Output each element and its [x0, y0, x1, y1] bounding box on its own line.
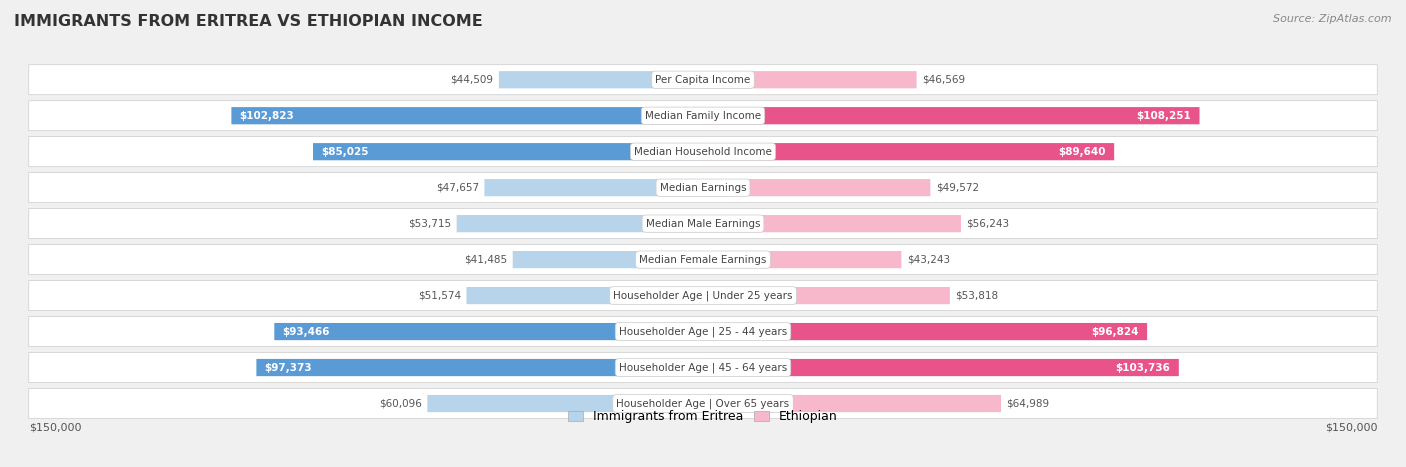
Text: $96,824: $96,824: [1091, 326, 1139, 337]
Text: $89,640: $89,640: [1059, 147, 1107, 157]
Text: Per Capita Income: Per Capita Income: [655, 75, 751, 85]
Text: Median Earnings: Median Earnings: [659, 183, 747, 193]
FancyBboxPatch shape: [485, 179, 703, 196]
Text: Householder Age | Under 25 years: Householder Age | Under 25 years: [613, 290, 793, 301]
Text: $103,736: $103,736: [1116, 362, 1171, 373]
FancyBboxPatch shape: [28, 281, 1378, 311]
Text: $43,243: $43,243: [907, 255, 950, 265]
Text: Median Household Income: Median Household Income: [634, 147, 772, 157]
FancyBboxPatch shape: [703, 359, 1178, 376]
FancyBboxPatch shape: [28, 389, 1378, 418]
FancyBboxPatch shape: [28, 173, 1378, 203]
Text: $108,251: $108,251: [1136, 111, 1191, 120]
Text: $47,657: $47,657: [436, 183, 479, 193]
FancyBboxPatch shape: [467, 287, 703, 304]
Text: Median Family Income: Median Family Income: [645, 111, 761, 120]
FancyBboxPatch shape: [28, 353, 1378, 382]
FancyBboxPatch shape: [274, 323, 703, 340]
Text: Median Male Earnings: Median Male Earnings: [645, 219, 761, 229]
Text: $85,025: $85,025: [322, 147, 368, 157]
FancyBboxPatch shape: [703, 251, 901, 268]
FancyBboxPatch shape: [314, 143, 703, 160]
Text: $44,509: $44,509: [450, 75, 494, 85]
Text: Householder Age | 45 - 64 years: Householder Age | 45 - 64 years: [619, 362, 787, 373]
Text: $150,000: $150,000: [28, 423, 82, 433]
FancyBboxPatch shape: [256, 359, 703, 376]
FancyBboxPatch shape: [28, 209, 1378, 239]
FancyBboxPatch shape: [28, 101, 1378, 131]
FancyBboxPatch shape: [703, 71, 917, 88]
Text: Householder Age | Over 65 years: Householder Age | Over 65 years: [616, 398, 790, 409]
FancyBboxPatch shape: [28, 137, 1378, 167]
FancyBboxPatch shape: [28, 245, 1378, 275]
FancyBboxPatch shape: [232, 107, 703, 124]
Text: Source: ZipAtlas.com: Source: ZipAtlas.com: [1274, 14, 1392, 24]
Text: $53,818: $53,818: [955, 290, 998, 301]
FancyBboxPatch shape: [703, 143, 1114, 160]
FancyBboxPatch shape: [28, 65, 1378, 95]
Text: $64,989: $64,989: [1007, 398, 1050, 409]
Text: $60,096: $60,096: [380, 398, 422, 409]
FancyBboxPatch shape: [703, 179, 931, 196]
Text: $150,000: $150,000: [1324, 423, 1378, 433]
FancyBboxPatch shape: [703, 107, 1199, 124]
Text: Median Female Earnings: Median Female Earnings: [640, 255, 766, 265]
FancyBboxPatch shape: [457, 215, 703, 232]
FancyBboxPatch shape: [499, 71, 703, 88]
FancyBboxPatch shape: [513, 251, 703, 268]
FancyBboxPatch shape: [703, 395, 1001, 412]
Text: $53,715: $53,715: [408, 219, 451, 229]
Text: $46,569: $46,569: [922, 75, 966, 85]
FancyBboxPatch shape: [703, 287, 950, 304]
Text: $97,373: $97,373: [264, 362, 312, 373]
FancyBboxPatch shape: [28, 317, 1378, 347]
FancyBboxPatch shape: [703, 215, 960, 232]
Text: $102,823: $102,823: [239, 111, 294, 120]
Legend: Immigrants from Eritrea, Ethiopian: Immigrants from Eritrea, Ethiopian: [564, 405, 842, 428]
Text: $93,466: $93,466: [283, 326, 330, 337]
Text: $41,485: $41,485: [464, 255, 508, 265]
FancyBboxPatch shape: [427, 395, 703, 412]
Text: $49,572: $49,572: [936, 183, 979, 193]
Text: Householder Age | 25 - 44 years: Householder Age | 25 - 44 years: [619, 326, 787, 337]
Text: $56,243: $56,243: [966, 219, 1010, 229]
Text: $51,574: $51,574: [418, 290, 461, 301]
FancyBboxPatch shape: [703, 323, 1147, 340]
Text: IMMIGRANTS FROM ERITREA VS ETHIOPIAN INCOME: IMMIGRANTS FROM ERITREA VS ETHIOPIAN INC…: [14, 14, 482, 29]
